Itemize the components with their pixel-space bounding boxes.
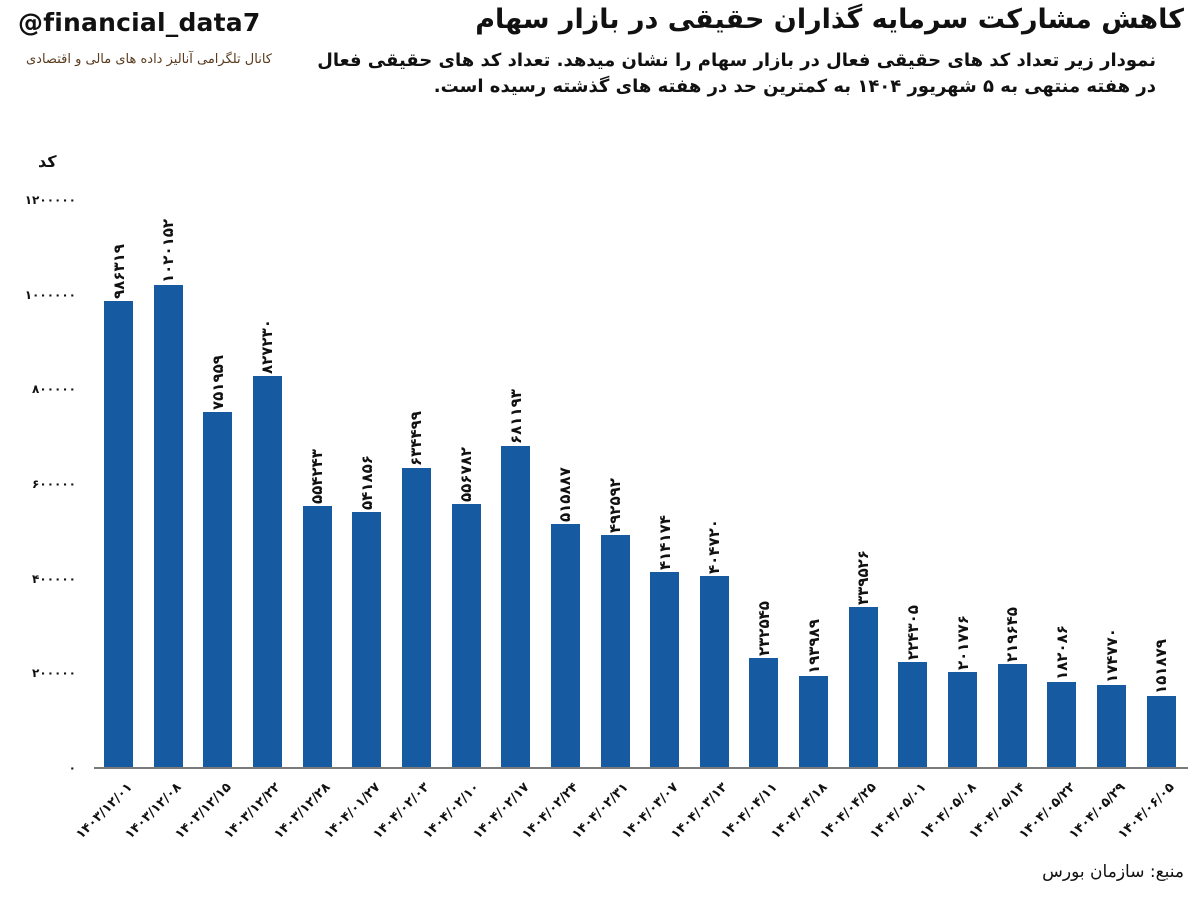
bar-value-label: ۱۹۳۹۸۹ bbox=[804, 619, 823, 675]
bar-value-label: ۱۵۱۸۷۹ bbox=[1152, 639, 1171, 695]
bar-value-label: ۵۴۱۸۵۶ bbox=[357, 454, 376, 510]
bar bbox=[600, 534, 630, 768]
bar-value-label: ۸۲۷۲۳۰ bbox=[258, 319, 277, 375]
x-tick-label: ۱۴۰۴/۰۴/۲۵ bbox=[817, 780, 880, 843]
bar-value-label: ۷۵۱۹۵۹ bbox=[208, 355, 227, 411]
y-tick-label: ۶۰۰۰۰۰ bbox=[32, 477, 76, 491]
bar-value-label: ۲۱۹۶۴۵ bbox=[1003, 607, 1022, 663]
y-tick-label: ۴۰۰۰۰۰ bbox=[32, 571, 76, 586]
y-axis-label: کد bbox=[38, 152, 57, 171]
bar-value-label: ۵۵۶۷۸۲ bbox=[457, 447, 476, 503]
bar bbox=[401, 467, 431, 768]
bar-value-label: ۴۱۴۱۷۴ bbox=[655, 515, 674, 570]
bar bbox=[302, 505, 332, 768]
bar-value-label: ۲۲۴۳۰۵ bbox=[903, 604, 922, 660]
bar bbox=[104, 301, 133, 768]
bar bbox=[501, 445, 531, 768]
y-tick-label: ۱۰۰۰۰۰۰ bbox=[24, 287, 76, 302]
x-tick-label: ۱۴۰۴/۰۵/۱۴ bbox=[966, 780, 1029, 843]
x-tick-label: ۱۴۰۳/۱۲/۰۸ bbox=[122, 780, 185, 843]
bar-value-label: ۶۸۱۱۹۳ bbox=[506, 388, 525, 444]
bar bbox=[550, 523, 580, 768]
x-tick-label: ۱۴۰۳/۱۲/۰۱ bbox=[72, 780, 136, 843]
chart-subtitle: نمودار زیر تعداد کد های حقیقی فعال در با… bbox=[317, 50, 1156, 97]
bar bbox=[898, 661, 928, 768]
bar-value-label: ۵۵۴۲۴۳ bbox=[308, 448, 327, 504]
bar bbox=[948, 672, 978, 768]
x-axis-line bbox=[94, 767, 1188, 769]
bar bbox=[799, 676, 829, 768]
bar bbox=[153, 285, 183, 768]
source-note: منبع: سازمان بورس bbox=[1042, 862, 1184, 882]
bar-value-label: ۱۷۴۷۷۰ bbox=[1102, 628, 1121, 684]
bar bbox=[203, 412, 233, 768]
bar bbox=[1047, 681, 1077, 768]
bar-value-label: ۵۱۵۸۸۷ bbox=[556, 466, 575, 522]
y-tick-label: ۲۰۰۰۰۰ bbox=[32, 666, 76, 681]
bar bbox=[451, 504, 481, 768]
bar bbox=[699, 576, 729, 768]
bar-value-label: ۱۰۲۰۱۵۲ bbox=[159, 219, 178, 284]
bar-value-label: ۴۰۴۷۲۰ bbox=[705, 519, 724, 575]
bar bbox=[252, 376, 282, 768]
bar bbox=[1146, 696, 1176, 768]
bar bbox=[352, 511, 382, 768]
y-tick-label: ۰ bbox=[68, 761, 76, 775]
x-tick-label: ۱۴۰۴/۰۶/۰۵ bbox=[1115, 780, 1178, 843]
y-tick-label: ۱۲۰۰۰۰۰ bbox=[24, 193, 76, 207]
bar-value-label: ۴۹۲۵۹۲ bbox=[606, 477, 624, 533]
bar-value-label: ۲۰۱۷۷۶ bbox=[953, 615, 972, 671]
bar-value-label: ۲۳۲۵۴۵ bbox=[754, 600, 773, 656]
y-tick-label: ۸۰۰۰۰۰ bbox=[32, 382, 76, 397]
channel-caption: کانال تلگرامی آنالیز داده های مالی و اقت… bbox=[26, 52, 272, 67]
chart-title: کاهش مشارکت سرمایه گذاران حقیقی در بازار… bbox=[475, 4, 1184, 35]
bar bbox=[848, 607, 878, 768]
handle-text: @financial_data7 bbox=[18, 8, 261, 37]
bar-value-label: ۱۸۲۰۸۶ bbox=[1052, 624, 1071, 680]
bar-value-label: ۹۸۶۳۱۹ bbox=[109, 244, 128, 300]
bar bbox=[1097, 685, 1126, 768]
bar bbox=[650, 571, 680, 768]
bar-value-label: ۳۳۹۵۲۶ bbox=[854, 550, 873, 606]
bar-value-label: ۶۳۴۴۹۹ bbox=[407, 410, 426, 466]
bar bbox=[749, 657, 779, 768]
bar bbox=[997, 664, 1027, 768]
